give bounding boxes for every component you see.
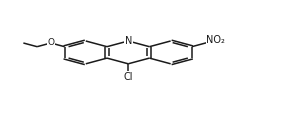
Text: O: O xyxy=(47,38,54,48)
Text: N: N xyxy=(125,36,132,46)
Text: Cl: Cl xyxy=(123,72,133,82)
Text: NO₂: NO₂ xyxy=(206,35,225,45)
